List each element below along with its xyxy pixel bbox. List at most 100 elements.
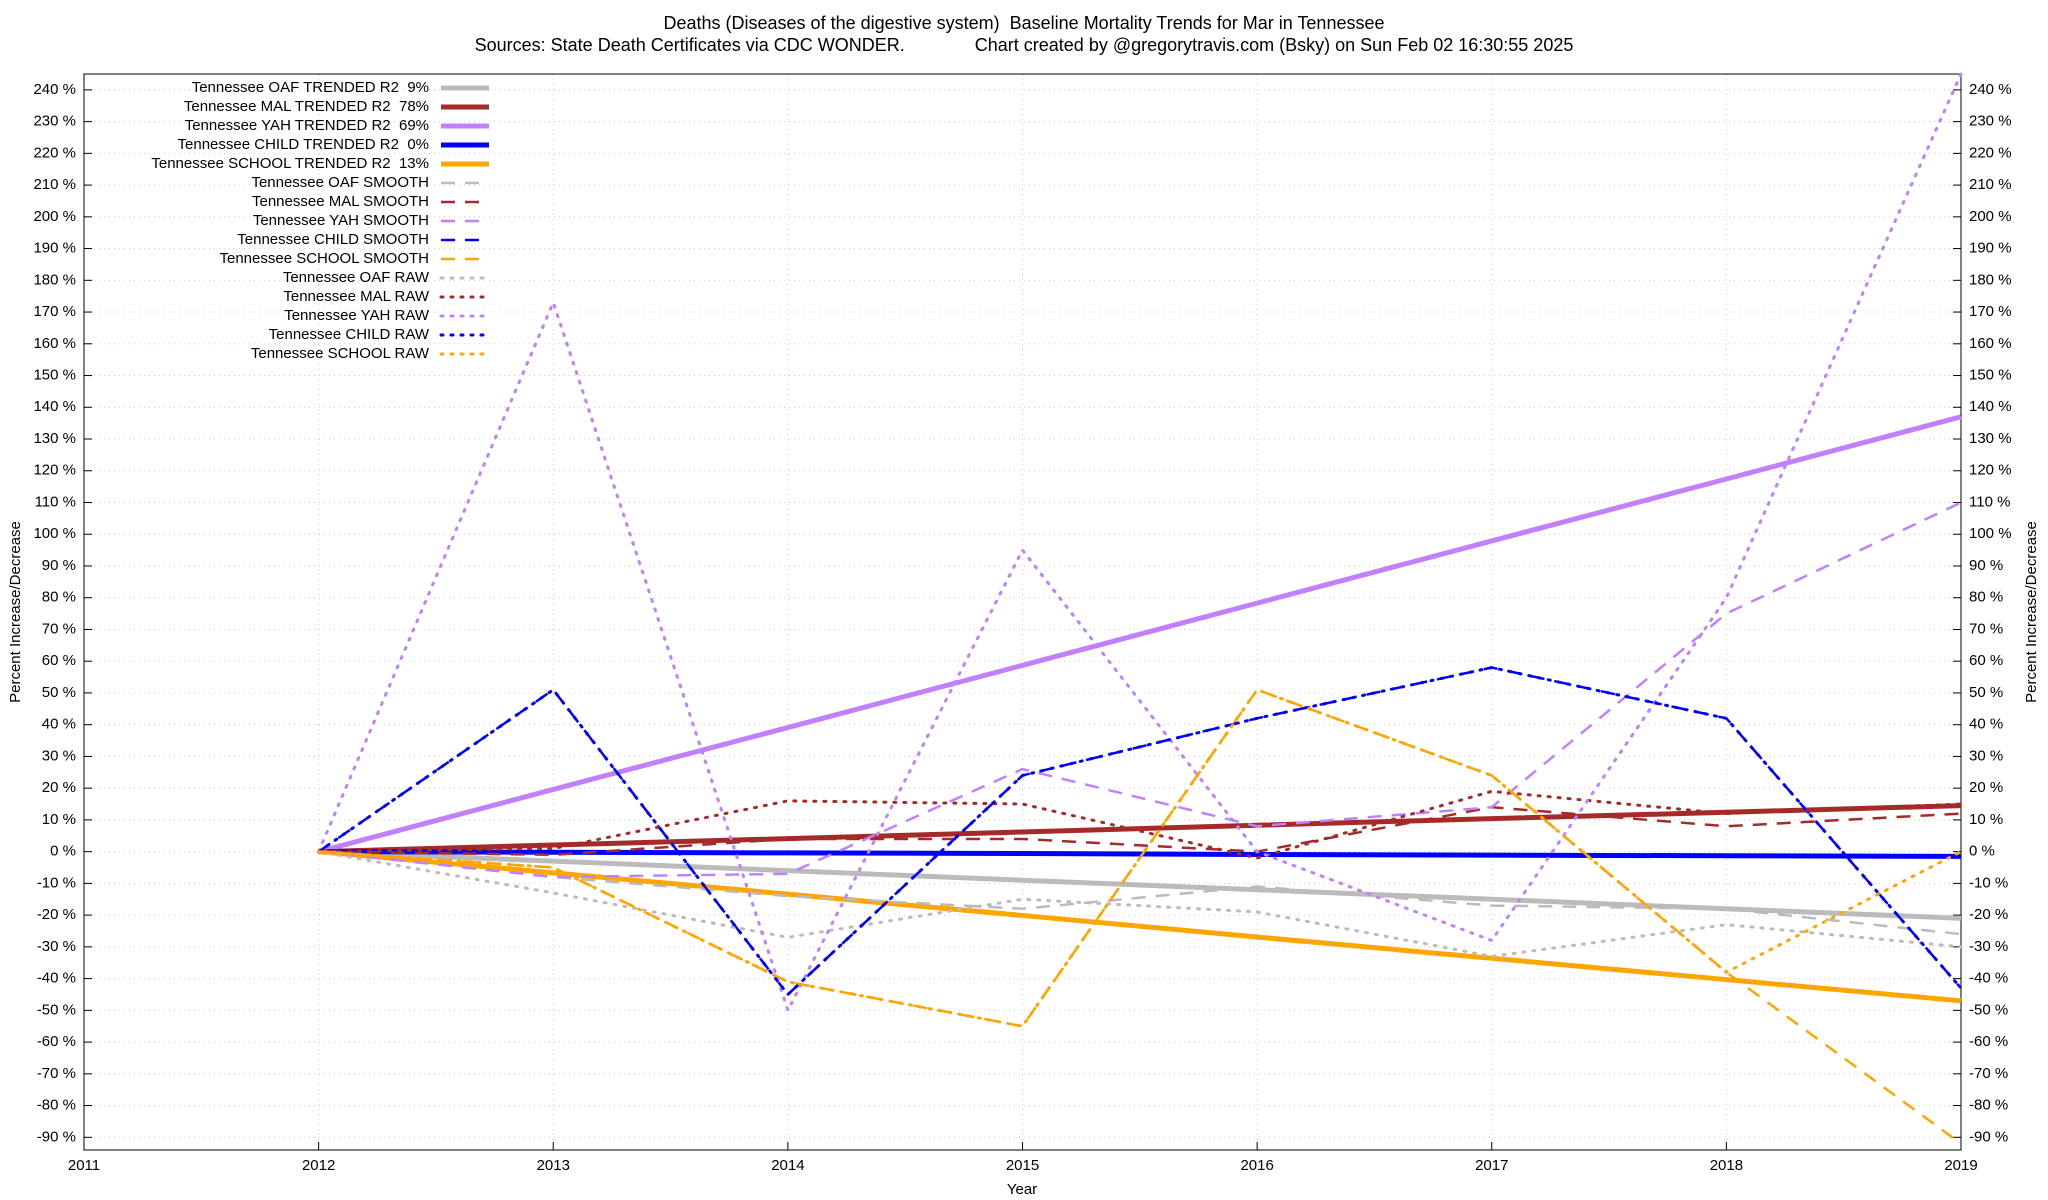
- series-line: [318, 501, 1962, 879]
- x-tick-label: 2012: [302, 1157, 335, 1174]
- x-tick-label: 2018: [1710, 1157, 1743, 1174]
- y-tick-label-right: 100 %: [1969, 525, 2012, 542]
- y-tick-label-right: 110 %: [1969, 493, 2010, 510]
- y-tick-label: -60 %: [37, 1033, 76, 1050]
- y-tick-label-right: -40 %: [1969, 970, 2008, 987]
- series-line: [317, 414, 1962, 855]
- y-tick-label: -40 %: [37, 970, 76, 987]
- y-tick-label-right: -70 %: [1969, 1065, 2008, 1082]
- y-tick-label-right: 140 %: [1969, 398, 2012, 415]
- y-tick-label-right: 240 %: [1969, 81, 2012, 98]
- y-tick-label-right: 150 %: [1969, 367, 2012, 384]
- legend-label: Tennessee CHILD RAW: [269, 326, 430, 343]
- y-tick-label-right: -60 %: [1969, 1033, 2008, 1050]
- y-tick-label: 80 %: [42, 589, 76, 606]
- y-tick-label-right: 0 %: [1969, 843, 1995, 860]
- y-tick-label: 140 %: [33, 398, 76, 415]
- y-tick-label-right: 220 %: [1969, 144, 2012, 161]
- legend-label: Tennessee MAL TRENDED R2 78%: [184, 98, 429, 115]
- y-tick-label: 90 %: [42, 557, 76, 574]
- series-line: [317, 687, 1963, 1028]
- x-tick-label: 2015: [1006, 1157, 1039, 1174]
- y-tick-label-right: 60 %: [1969, 652, 2003, 669]
- x-tick-label: 2013: [537, 1157, 570, 1174]
- y-tick-label: 50 %: [42, 684, 76, 701]
- y-tick-label-right: 160 %: [1969, 335, 2012, 352]
- legend-label: Tennessee MAL RAW: [283, 288, 429, 305]
- y-tick-label: -80 %: [37, 1097, 76, 1114]
- y-axis-label: Percent Increase/Decrease: [7, 521, 24, 703]
- y-tick-label: 70 %: [42, 620, 76, 637]
- y-tick-label-right: 90 %: [1969, 557, 2003, 574]
- plot-frame: [83, 73, 1962, 1151]
- y-tick-label: 20 %: [42, 779, 76, 796]
- legend-label: Tennessee YAH SMOOTH: [253, 212, 429, 229]
- y-tick-label-right: 80 %: [1969, 589, 2003, 606]
- series-line: [317, 789, 1963, 860]
- y-tick-label-right: -10 %: [1969, 874, 2008, 891]
- y-tick-label-right: 120 %: [1969, 462, 2012, 479]
- series-line: [317, 72, 1963, 1015]
- legend-label: Tennessee MAL SMOOTH: [252, 193, 429, 210]
- y-tick-label: 220 %: [33, 144, 76, 161]
- x-tick-label: 2017: [1475, 1157, 1508, 1174]
- y-tick-label: 200 %: [33, 208, 76, 225]
- series-line: [318, 803, 1962, 855]
- legend-label: Tennessee YAH RAW: [284, 307, 430, 324]
- y-tick-label-right: -50 %: [1969, 1001, 2008, 1018]
- legend-label: Tennessee SCHOOL RAW: [251, 345, 430, 362]
- legend-label: Tennessee OAF RAW: [283, 269, 430, 286]
- y-tick-label: 160 %: [33, 335, 76, 352]
- y-tick-label-right: 70 %: [1969, 620, 2003, 637]
- y-tick-label-right: 20 %: [1969, 779, 2003, 796]
- y-tick-label-right: 190 %: [1969, 240, 2012, 257]
- x-tick-label: 2014: [771, 1157, 804, 1174]
- legend-label: Tennessee SCHOOL TRENDED R2 13%: [151, 155, 429, 172]
- y-tick-label: 210 %: [33, 176, 76, 193]
- legend-label: Tennessee YAH TRENDED R2 69%: [185, 117, 429, 134]
- y-tick-label-right: 170 %: [1969, 303, 2012, 320]
- chart-title: Deaths (Diseases of the digestive system…: [664, 13, 1385, 33]
- y-tick-label: 10 %: [42, 811, 76, 828]
- y-tick-label: 240 %: [33, 81, 76, 98]
- y-tick-label: 110 %: [35, 493, 76, 510]
- y-tick-label: -70 %: [37, 1065, 76, 1082]
- y-tick-label-right: -20 %: [1969, 906, 2008, 923]
- y-tick-label: 130 %: [33, 430, 76, 447]
- y-tick-label: -10 %: [37, 874, 76, 891]
- legend-label: Tennessee OAF TRENDED R2 9%: [192, 79, 429, 96]
- y-tick-label: 170 %: [33, 303, 76, 320]
- legend-label: Tennessee SCHOOL SMOOTH: [219, 250, 429, 267]
- x-axis-label: Year: [1007, 1181, 1037, 1198]
- y-tick-label-right: 180 %: [1969, 271, 2012, 288]
- y-tick-label: 120 %: [33, 462, 76, 479]
- y-tick-label: 0 %: [50, 843, 76, 860]
- y-tick-label: 190 %: [33, 240, 76, 257]
- y-tick-label: 180 %: [33, 271, 76, 288]
- legend-label: Tennessee CHILD SMOOTH: [237, 231, 429, 248]
- y-tick-label: 60 %: [42, 652, 76, 669]
- x-tick-label: 2019: [1944, 1157, 1977, 1174]
- legend-label: Tennessee CHILD TRENDED R2 0%: [178, 136, 429, 153]
- y-tick-label: -20 %: [37, 906, 76, 923]
- y-tick-label-right: 50 %: [1969, 684, 2003, 701]
- y-tick-label: -90 %: [37, 1128, 76, 1145]
- legend-label: Tennessee OAF SMOOTH: [251, 174, 429, 191]
- x-tick-label: 2011: [68, 1157, 100, 1174]
- y-tick-label: 150 %: [33, 367, 76, 384]
- series-line: [318, 688, 1962, 1145]
- y-tick-label-right: 210 %: [1969, 176, 2012, 193]
- y-tick-label: -30 %: [37, 938, 76, 955]
- series-line: [317, 666, 1963, 997]
- y-tick-label: -50 %: [37, 1001, 76, 1018]
- y-tick-label: 30 %: [42, 747, 76, 764]
- y-tick-label-right: -90 %: [1969, 1128, 2008, 1145]
- y-tick-label-right: 30 %: [1969, 747, 2003, 764]
- y-tick-label: 40 %: [42, 716, 76, 733]
- y-tick-label: 230 %: [33, 113, 76, 130]
- chart-subtitle: Sources: State Death Certificates via CD…: [475, 35, 1574, 55]
- series-line: [318, 850, 1962, 936]
- y-tick-label-right: 200 %: [1969, 208, 2012, 225]
- y-tick-label: 100 %: [33, 525, 76, 542]
